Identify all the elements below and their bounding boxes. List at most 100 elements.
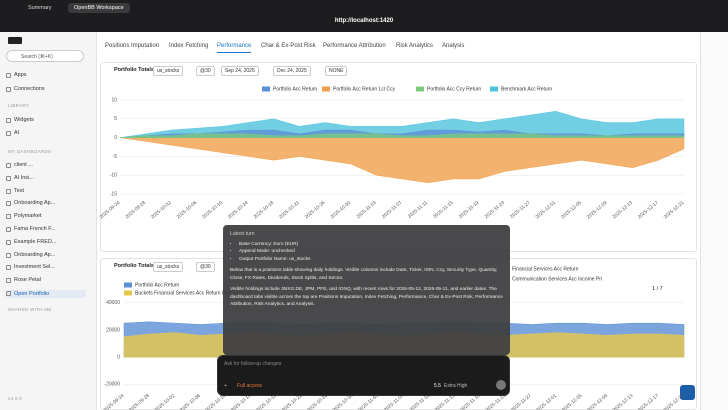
nav-item[interactable]: AI <box>6 130 19 136</box>
legend-swatch <box>490 86 498 92</box>
nav-item[interactable]: Connections <box>6 86 45 92</box>
dashboard-item[interactable]: Onboarding Ap... <box>6 200 55 207</box>
x-tick-label: 2025-10-18 <box>252 200 275 221</box>
control[interactable]: @30 <box>196 66 215 76</box>
x-tick-label: 2025-10-02 <box>150 200 173 221</box>
y-tick-label: -20000 <box>104 382 120 388</box>
model[interactable]: 5.5 <box>434 383 441 389</box>
x-tick-label: 2025-12-13 <box>611 200 634 221</box>
control[interactable]: Dec 24, 2025 <box>273 66 311 76</box>
right-rail <box>700 32 728 410</box>
sidebar: Apps Connections LIBRARY Widgets AI MY DASHBO… <box>0 32 97 410</box>
y-tick-label: -5 <box>113 154 118 160</box>
icon <box>6 214 11 220</box>
control[interactable]: Sep 24, 2025 <box>221 66 259 76</box>
pager[interactable]: 1 / 7 <box>652 286 663 292</box>
nav-item[interactable]: Widgets <box>6 117 34 123</box>
legend-swatch <box>124 282 132 288</box>
control[interactable]: @30 <box>196 262 215 272</box>
y-tick-label: -10 <box>110 173 117 179</box>
x-tick-label: 2025-10-14 <box>227 200 250 221</box>
control[interactable]: NONE <box>325 66 348 76</box>
chat-bullet: Base Currency: Euro (EUR) <box>239 241 503 248</box>
dashboard-item[interactable]: Rose Petal <box>6 277 41 284</box>
browser-tab[interactable]: Summary <box>28 5 52 11</box>
icon <box>6 265 11 271</box>
dashboard-tab[interactable]: Positions Imputation <box>105 43 160 49</box>
action-button[interactable] <box>680 385 695 400</box>
chat-input[interactable]: Ask for follow-up changes + Full access … <box>217 355 510 396</box>
control[interactable]: us_stocks <box>153 66 184 76</box>
x-tick-label: 2025-12-13 <box>612 393 635 410</box>
placeholder: Ask for follow-up changes <box>224 361 282 367</box>
dashboard-item[interactable]: Investment Sel... <box>6 264 55 271</box>
attach[interactable]: + <box>224 383 227 389</box>
dashboard-tab[interactable]: Performance Attribution <box>323 43 386 49</box>
icon <box>6 87 11 92</box>
legend-label: Financial Services Acc Return <box>512 266 579 272</box>
x-tick-label: 2025-10-06 <box>176 200 199 221</box>
dashboard-tab[interactable]: Char & Ex-Post Risk <box>261 43 316 49</box>
dashboard-item[interactable]: Example FRED... <box>6 239 56 245</box>
dashboard-tab[interactable]: Risk Analytics <box>396 43 434 49</box>
send[interactable] <box>496 380 506 390</box>
x-tick-label: 2025-11-07 <box>381 200 404 220</box>
chat-list: Base Currency: Euro (EUR)Append Mode: un… <box>230 241 503 263</box>
x-tick-label: 2025-10-02 <box>154 393 177 410</box>
y-tick-label: 5 <box>114 116 117 122</box>
dashboard-tab[interactable]: Analysis <box>442 43 465 49</box>
dashboard-item[interactable]: Polymarket <box>6 213 42 220</box>
dashboard-item[interactable]: Fama French F... <box>6 226 56 232</box>
icon <box>6 175 11 181</box>
search[interactable]: Search (⌘+K) <box>6 50 84 62</box>
x-tick-label: 2025-11-15 <box>432 200 455 220</box>
dashboard-item[interactable]: Open Portfolio <box>6 290 86 298</box>
section-heading: LIBRARY <box>8 103 30 108</box>
section-heading: SHARED WITH ME <box>8 307 52 312</box>
x-tick-label: 2025-09-28 <box>128 393 151 410</box>
x-tick-label: 2025-12-05 <box>560 200 583 221</box>
url[interactable]: http://localhost:1420 <box>334 18 394 24</box>
logo[interactable] <box>8 37 22 44</box>
x-tick-label: 2025-12-01 <box>535 393 558 410</box>
access[interactable]: Full access <box>237 383 263 389</box>
chat-body: Below that is a positions table showing … <box>230 267 503 308</box>
x-tick-label: 2025-10-06 <box>179 393 202 410</box>
icon <box>6 73 11 78</box>
control[interactable]: us_stocks <box>153 262 184 272</box>
dashboard-tab[interactable]: Performance <box>217 43 252 53</box>
x-tick-label: 2025-11-03 <box>355 200 378 220</box>
icon <box>6 227 11 232</box>
x-tick-label: 2025-11-27 <box>510 393 533 410</box>
x-tick-label: 2025-09-28 <box>124 200 147 221</box>
legend-label: Benchmark Acc Return <box>501 86 552 92</box>
icon <box>6 131 11 136</box>
legend-label: Portfolio Acc Return <box>135 282 179 288</box>
dashboard-item[interactable]: AI Insi... <box>6 175 34 181</box>
nav-item[interactable]: Apps <box>6 72 27 78</box>
browser-bar: Summary OpenBB Workspace http://localhos… <box>0 0 728 32</box>
x-tick-label: 2025-09-24 <box>99 200 122 221</box>
dashboard-item[interactable]: Onboarding Ap... <box>6 252 55 258</box>
dashboard-item[interactable]: client ... <box>6 162 33 168</box>
x-tick-label: 2025-12-01 <box>534 200 557 221</box>
browser-tab[interactable]: OpenBB Workspace <box>68 3 130 13</box>
x-tick-label: 2025-10-10 <box>201 200 224 221</box>
chat-panel: Latest turn Base Currency: Euro (EUR)App… <box>223 225 510 355</box>
dashboard-tab[interactable]: Index Fetching <box>169 43 209 49</box>
x-tick-label: 2025-10-30 <box>329 200 352 221</box>
chat-bullet: Append Mode: unchecked <box>239 248 503 255</box>
x-tick-label: 2025-10-22 <box>278 200 301 221</box>
legend-swatch <box>262 86 270 92</box>
x-tick-label: 2025-11-11 <box>407 200 429 220</box>
area <box>119 137 685 184</box>
effort[interactable]: Extra High <box>444 383 468 389</box>
x-tick-label: 2025-09-24 <box>103 393 126 410</box>
legend-swatch <box>124 290 132 296</box>
icon <box>6 278 11 284</box>
widget-title: Portfolio Totals <box>114 263 154 269</box>
chat-bullet: Output Portfolio Name: us_stocks <box>239 256 503 263</box>
x-tick-label: 2025-11-23 <box>483 200 506 220</box>
legend-label: Communication Services Acc Income Pri <box>512 276 602 282</box>
dashboard-item[interactable]: Test <box>6 188 24 194</box>
